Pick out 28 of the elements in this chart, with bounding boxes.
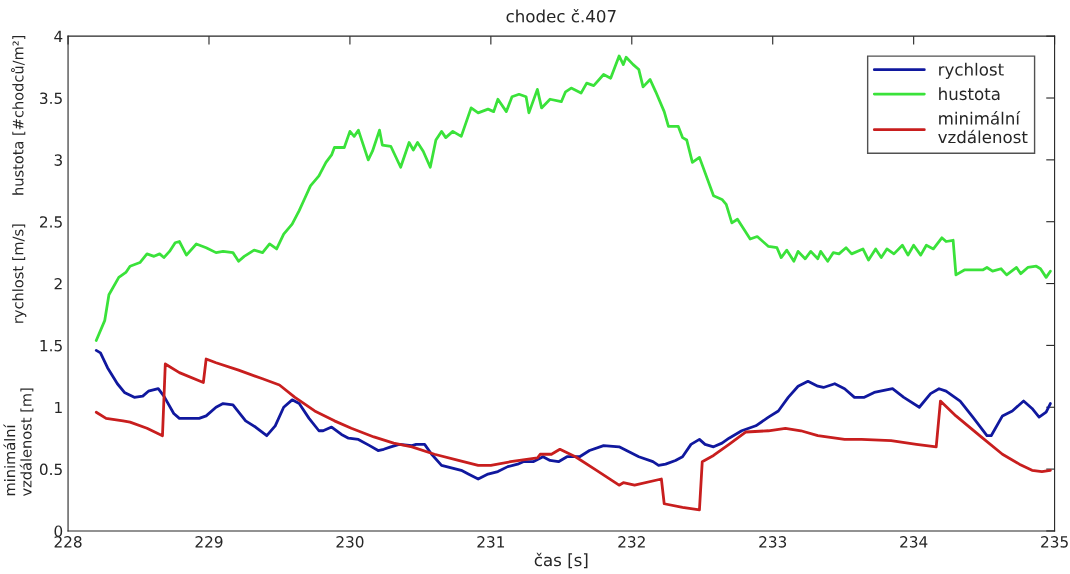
x-tick-label: 233	[759, 536, 787, 548]
x-tick-label: 234	[900, 536, 928, 548]
y-tick-label: 4	[54, 30, 63, 42]
legend-label: hustota	[939, 87, 1000, 101]
text: hustota [#chodců/m²]	[11, 35, 26, 195]
y-tick-label: 2	[54, 278, 62, 290]
x-tick-label: 228	[54, 536, 82, 548]
legend-label: minimální vzdálenost	[938, 111, 1028, 144]
x-tick-label: 232	[618, 536, 645, 548]
line-series	[94, 357, 1052, 512]
y-tick-label: 3.5	[40, 92, 62, 105]
y-tick-label: 1	[55, 401, 62, 414]
x-tick-label: 229	[195, 536, 223, 548]
y-tick-label: 1.5	[40, 340, 62, 352]
y-tick-label: 2.5	[40, 216, 62, 228]
y-tick-label: 0	[54, 525, 63, 537]
legend-label: rychlost	[939, 62, 1004, 79]
y-tick-label: 3	[54, 154, 62, 166]
text: minimální vzdálenost [m]	[3, 388, 34, 497]
text: rychlost [m/s]	[12, 224, 27, 323]
y-tick-label: 0.5	[39, 463, 62, 476]
chart-title: chodec č.407	[506, 8, 616, 23]
x-tick-label: 230	[336, 536, 364, 548]
line-series	[94, 54, 1052, 342]
x-axis-title: čas [s]	[534, 552, 588, 569]
x-tick-label: 235	[1041, 536, 1068, 548]
line-series	[94, 348, 1052, 481]
x-tick-label: 231	[477, 536, 505, 548]
